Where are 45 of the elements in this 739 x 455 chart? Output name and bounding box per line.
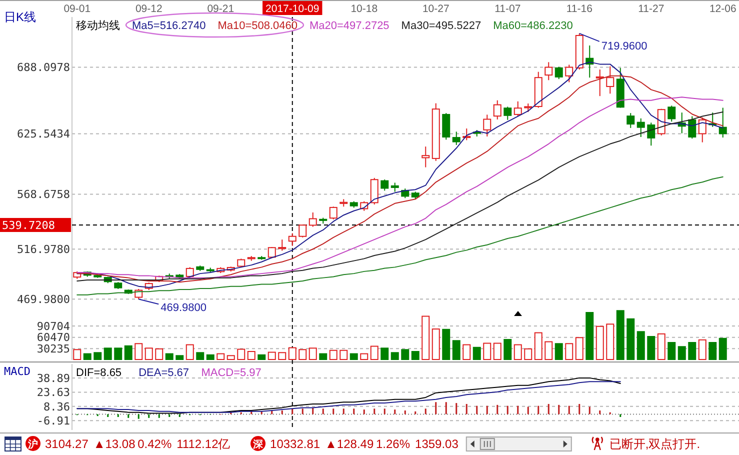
text: DEA=5.67 <box>138 367 190 379</box>
text: 3104.27 <box>45 437 89 451</box>
x-tick-label: 10-27 <box>422 3 450 15</box>
x-tick-label: 09-21 <box>207 3 234 15</box>
y-tick-label: 60470 <box>36 331 70 344</box>
text: DIF=8.65 <box>76 367 122 379</box>
annotation: 469.9800 <box>160 302 207 314</box>
text: ▲128.49 <box>325 437 374 451</box>
text: 0.42% <box>138 437 172 451</box>
y-tick-label: 688.0978 <box>17 61 70 74</box>
x-tick-label: 12-06 <box>709 3 736 15</box>
text: 1359.03 <box>415 437 459 451</box>
text: Ma60=486.2230 <box>493 20 573 32</box>
text: Ma10=508.0460 <box>218 20 298 32</box>
legend-title: 移动均线 <box>76 19 120 32</box>
chart-title: 日K线 <box>4 10 36 24</box>
y-tick-label: 90704 <box>36 320 70 333</box>
y-tick-label: 469.9800 <box>17 292 70 306</box>
text: 10332.81 <box>270 437 320 451</box>
y-tick-label: 38.89 <box>36 372 70 385</box>
annotation: 719.9600 <box>601 40 648 53</box>
y-tick-label: 8.36 <box>44 400 70 414</box>
y-tick-label: 568.6758 <box>17 188 70 202</box>
y-tick-label: 516.9780 <box>17 242 70 256</box>
text: 1112.12亿 <box>176 437 230 451</box>
chart-title: MACD <box>4 365 30 378</box>
text: 已断开,双点打开. <box>609 437 700 451</box>
text: Ma20=497.2725 <box>309 20 390 32</box>
y-tick-label: 23.63 <box>36 386 70 400</box>
text: 1.26% <box>376 437 410 451</box>
x-tick-label: 11-16 <box>566 3 593 15</box>
x-tick-label: 11-07 <box>494 3 521 15</box>
text: Ma30=495.5227 <box>401 20 482 32</box>
x-tick-label: 10-18 <box>350 3 378 15</box>
y-tick-label: -6.91 <box>36 414 70 428</box>
x-tick-label: 09-12 <box>135 3 162 15</box>
ref-line-label: 539.7208 <box>2 218 55 232</box>
text: MACD=5.97 <box>201 367 262 379</box>
y-tick-label: 30235 <box>36 342 70 356</box>
text: ▲13.08 <box>93 437 136 451</box>
x-tick-label: 2017-10-09 <box>266 3 320 15</box>
text: Ma5=516.2740 <box>132 20 206 32</box>
x-tick-label: 09-01 <box>64 3 91 15</box>
y-tick-label: 625.5434 <box>17 128 70 141</box>
x-tick-label: 11-27 <box>638 3 664 15</box>
